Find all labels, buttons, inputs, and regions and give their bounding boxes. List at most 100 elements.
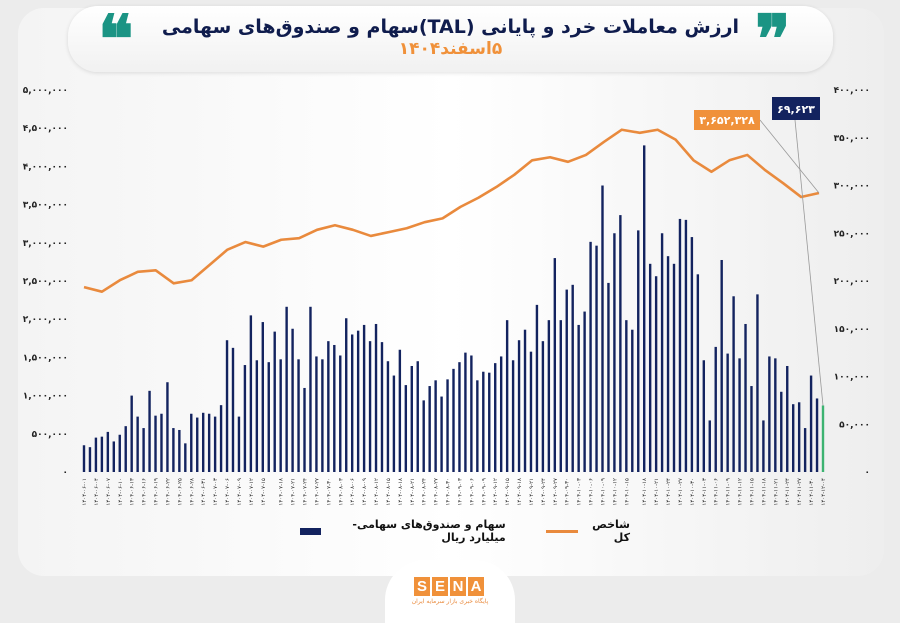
bar (303, 387, 306, 472)
bar (410, 365, 413, 472)
bar (309, 306, 312, 472)
bar (94, 437, 98, 472)
bar (249, 315, 253, 472)
callout-bar-box (772, 97, 820, 120)
bar (333, 344, 336, 472)
bar (142, 428, 145, 472)
bar (237, 416, 241, 472)
bar (285, 306, 288, 472)
bar (643, 145, 646, 472)
bar (535, 304, 539, 472)
bar (148, 390, 151, 472)
bar (809, 375, 813, 472)
callout-index-value: ۳,۶۵۲,۳۲۸ (699, 114, 755, 127)
bar (637, 230, 640, 472)
x-tick-label: ۱۴۰۴-۱۱-۰۹ (726, 478, 732, 506)
x-tick-label: ۱۴۰۴-۱۱-۲۴ (785, 478, 791, 506)
bar (267, 362, 270, 472)
x-tick-label: ۱۴۰۴-۰۹-۰۶ (469, 478, 475, 506)
x-tick-label: ۱۴۰۴-۰۷-۲۷ (314, 478, 320, 506)
bar (82, 445, 86, 472)
left-axis-tick: ۰ (63, 468, 69, 478)
bar (404, 385, 408, 472)
bar (398, 349, 402, 472)
x-tick-label: ۱۴۰۴-۰۷-۲۱ (291, 478, 297, 506)
bar (88, 447, 92, 472)
x-tick-label: ۱۴۰۴-۰۶-۰۷ (106, 478, 112, 506)
bar (708, 420, 711, 472)
quote-close-icon: ❞ (755, 0, 791, 78)
x-tick-label: ۱۴۰۴-۰۷-۱۲ (249, 478, 255, 506)
bar (446, 379, 449, 472)
x-tick-label: ۱۴۰۴-۰۹-۱۲ (493, 478, 499, 506)
bar (780, 391, 783, 472)
bar (154, 415, 157, 472)
bar (625, 320, 628, 472)
x-tick-label: ۱۴۰۴-۰۶-۱۰ (118, 478, 124, 506)
bar (470, 355, 473, 472)
logo-letter: A (468, 577, 484, 596)
callout-index-box (694, 110, 760, 130)
bar (178, 429, 181, 472)
x-tick-label: ۱۴۰۴-۰۹-۰۳ (457, 478, 463, 506)
logo-letter: N (450, 577, 466, 596)
bar (726, 353, 729, 472)
chart-date: ۵اسفند۱۴۰۴ (398, 39, 503, 59)
callout-leader-line (759, 119, 820, 194)
legend-label-value: سهام و صندوق‌های سهامی- میلیارد ریال (352, 518, 506, 544)
legend-item-value: سهام و صندوق‌های سهامی- میلیارد ریال (300, 518, 506, 544)
bar (196, 417, 199, 472)
left-axis-tick: ۱,۵۰۰,۰۰۰ (23, 353, 68, 363)
bar (345, 318, 348, 472)
bar (261, 322, 264, 472)
bar (488, 372, 491, 472)
x-tick-label: ۱۴۰۴-۰۷-۱۸ (279, 478, 285, 506)
bar (106, 431, 110, 472)
x-tick-label: ۱۴۰۴-۱۰-۲۴ (666, 478, 672, 506)
bar (792, 404, 795, 472)
bar (756, 294, 759, 472)
logo-tagline: پایگاه خبری بازار سرمایه ایران (411, 598, 489, 605)
x-tick-label: ۱۴۰۴-۱۱-۱۲ (738, 478, 744, 506)
x-tick-label: ۱۴۰۴-۱۰-۰۶ (589, 478, 595, 506)
bar (660, 233, 664, 472)
bar (774, 358, 777, 472)
bar (243, 365, 247, 472)
x-tick-label: ۱۴۰۴-۰۸-۲۷ (434, 478, 440, 506)
x-tick-label: ۱۴۰۴-۰۹-۱۸ (517, 478, 523, 506)
right-axis-tick: ۳۰۰,۰۰۰ (834, 182, 870, 192)
bar (315, 356, 318, 472)
bar (547, 320, 551, 472)
bar (255, 360, 259, 472)
x-tick-label: ۱۴۰۴-۰۸-۱۲ (374, 478, 380, 506)
bar (738, 358, 741, 472)
bar (356, 330, 360, 472)
x-tick-label: ۱۴۰۴-۱۱-۲۷ (797, 478, 803, 506)
bar (672, 263, 676, 472)
sena-logo: S E N A (414, 577, 484, 596)
x-tick-label: ۱۴۰۴-۱۱-۰۶ (714, 478, 720, 506)
x-tick-label: ۱۴۰۴-۰۹-۱۵ (505, 478, 511, 506)
callout-leader-bar (794, 119, 824, 406)
logo-letter: S (414, 577, 430, 596)
x-tick-label: ۱۴۰۴-۱۰-۱۸ (642, 478, 648, 506)
x-tick-label: ۱۴۰۴-۱۰-۰۹ (600, 478, 606, 506)
x-tick-label: ۱۴۰۴-۰۷-۲۴ (303, 478, 309, 506)
bar (422, 400, 425, 472)
bar (529, 351, 533, 472)
x-tick-label: ۱۴۰۴-۰۸-۱۸ (398, 478, 404, 506)
bar (321, 359, 324, 472)
bar (362, 324, 366, 472)
bar (458, 362, 461, 472)
bar (297, 359, 300, 472)
x-tick-label: ۱۴۰۴-۱۰-۲۱ (654, 478, 660, 506)
bar (595, 245, 598, 472)
bar (440, 396, 443, 472)
x-tick-label: ۱۴۰۴-۰۶-۳۱ (201, 478, 207, 506)
left-axis-tick: ۴,۵۰۰,۰۰۰ (23, 124, 68, 134)
bar (541, 341, 545, 472)
right-axis-tick: ۳۵۰,۰۰۰ (834, 134, 870, 144)
bar (631, 329, 634, 472)
bar (452, 368, 455, 472)
bar (684, 219, 688, 472)
